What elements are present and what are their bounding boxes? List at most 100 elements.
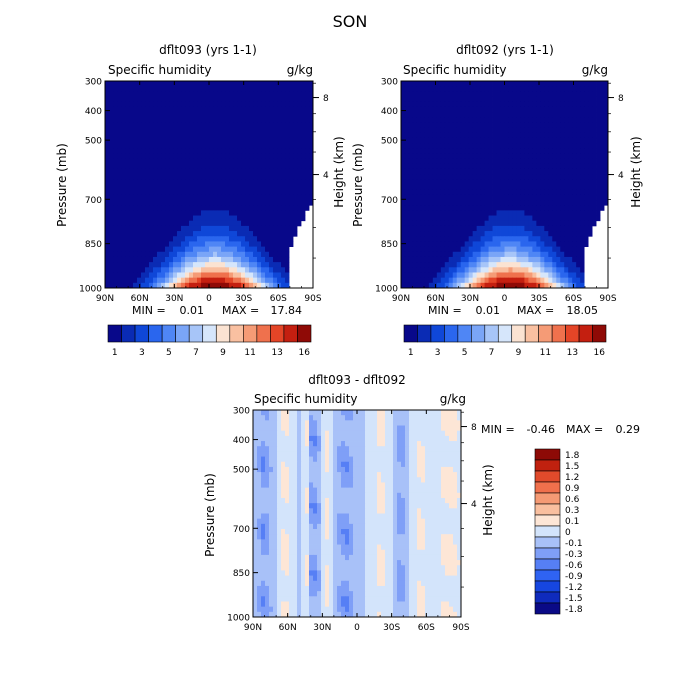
field-cell: [117, 184, 122, 191]
field-cell: [524, 272, 529, 279]
field-cell: [181, 153, 186, 160]
field-cell: [416, 236, 422, 242]
field-cell: [265, 225, 270, 232]
field-cell: [113, 127, 118, 134]
field-cell: [492, 81, 497, 87]
field-cell: [269, 163, 274, 170]
field-cell: [289, 143, 294, 149]
field-cell: [596, 132, 601, 139]
field-cell: [109, 236, 114, 242]
field-cell: [169, 215, 174, 222]
field-cell: [500, 153, 505, 160]
colorbar-swatch: [202, 324, 217, 343]
field-cell: [133, 168, 138, 175]
field-cell: [512, 168, 517, 175]
field-cell: [193, 225, 198, 232]
field-cell: [401, 158, 406, 165]
field-cell: [225, 236, 230, 242]
field-cell: [265, 220, 270, 227]
field-cell: [149, 158, 154, 165]
field-cell: [121, 106, 126, 113]
field-cell: [289, 86, 294, 92]
field-cell: [265, 215, 270, 222]
field-cell: [349, 466, 354, 473]
field-cell: [293, 231, 298, 237]
field-cell: [233, 220, 238, 227]
field-cell: [432, 132, 438, 139]
field-cell: [205, 127, 210, 134]
field-cell: [508, 225, 513, 232]
field-cell: [432, 143, 438, 149]
field-cell: [137, 225, 142, 232]
colorbar-swatch: [243, 324, 258, 343]
field-cell: [149, 81, 154, 87]
field-cell: [488, 122, 493, 128]
field-cell: [197, 112, 202, 118]
field-cell: [109, 143, 114, 149]
field-cell: [225, 220, 230, 227]
field-cell: [145, 148, 150, 154]
field-cell: [141, 236, 146, 242]
field-cell: [401, 179, 406, 185]
field-cell: [540, 256, 545, 263]
field-cell: [564, 251, 569, 258]
field-cell: [329, 461, 334, 468]
field-cell: [440, 86, 446, 92]
field-cell: [153, 215, 158, 222]
field-cell: [177, 91, 182, 97]
field-cell: [241, 174, 246, 180]
field-cell: [105, 210, 110, 216]
field-cell: [508, 148, 513, 154]
field-cell: [173, 106, 178, 113]
field-cell: [540, 158, 545, 165]
y-tick-label: 850: [85, 240, 102, 250]
field-cell: [520, 241, 525, 247]
field-cells: [253, 410, 462, 618]
field-cell: [149, 137, 154, 144]
field-cell: [460, 117, 466, 123]
y2-tick-label: 8: [618, 94, 624, 104]
field-cell: [105, 127, 110, 134]
field-cell: [460, 225, 466, 232]
field-cell: [449, 446, 454, 452]
field-cell: [225, 189, 230, 196]
field-cell: [157, 117, 162, 123]
field-cell: [420, 267, 426, 273]
field-cell: [329, 410, 334, 416]
field-cell: [556, 117, 561, 123]
field-cell: [269, 96, 274, 103]
field-cell: [217, 200, 222, 206]
field-cell: [528, 158, 533, 165]
field-cell: [504, 246, 509, 253]
field-cell: [345, 482, 350, 489]
field-cell: [357, 425, 362, 432]
field-cell: [237, 184, 242, 191]
field-cell: [409, 461, 414, 468]
field-cell: [185, 163, 190, 170]
field-cell: [401, 461, 406, 468]
field-cell: [209, 241, 214, 247]
field-cell: [265, 451, 270, 457]
field-cell: [341, 466, 346, 473]
field-cell: [428, 246, 434, 253]
field-cell: [568, 272, 573, 279]
field-cell: [181, 184, 186, 191]
field-cell: [404, 143, 410, 149]
field-cell: [500, 179, 505, 185]
field-cell: [564, 220, 569, 227]
field-cell: [261, 282, 266, 289]
field-cell: [404, 137, 410, 144]
field-cell: [117, 272, 122, 279]
field-cell: [580, 132, 585, 139]
field-cell: [385, 425, 390, 432]
field-cell: [325, 446, 330, 452]
field-cell: [109, 231, 114, 237]
field-cell: [269, 153, 274, 160]
field-cell: [373, 451, 378, 457]
field-cell: [480, 184, 485, 191]
field-cell: [245, 168, 250, 175]
field-cell: [528, 101, 533, 108]
field-cell: [421, 435, 426, 442]
field-cell: [524, 122, 529, 128]
field-cell: [297, 96, 302, 103]
